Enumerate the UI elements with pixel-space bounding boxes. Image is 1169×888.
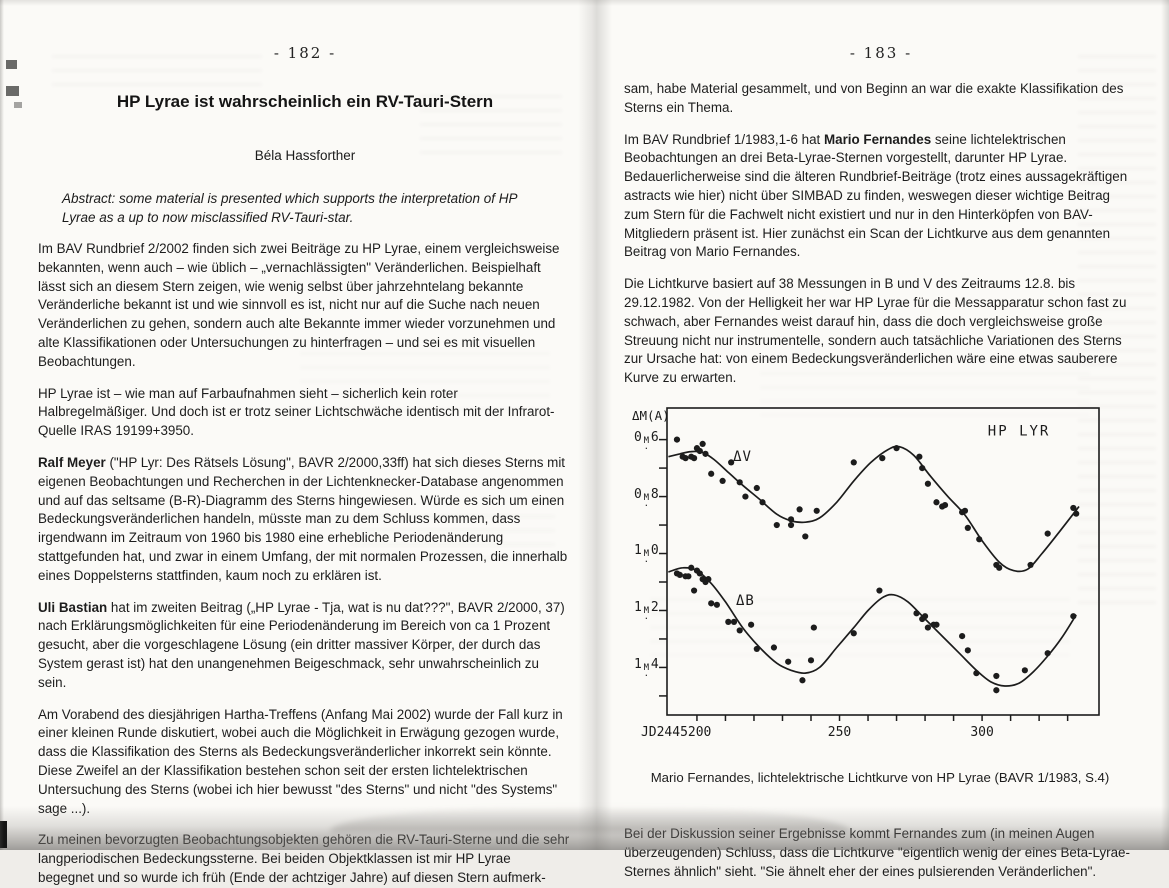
paragraph: Uli Bastian hat im zweiten Beitrag („HP … <box>38 599 570 693</box>
scan-shadow <box>0 806 1169 850</box>
paragraph-text: hat im zweiten Beitrag („HP Lyrae - Tja,… <box>38 599 565 690</box>
paragraph: Im BAV Rundbrief 1/1983,1-6 hat Mario Fe… <box>624 131 1136 263</box>
paragraph-text: Im BAV Rundbrief 1/1983,1-6 hat <box>624 131 824 147</box>
bold-author-ref: Ralf Meyer <box>38 454 106 470</box>
svg-text:HP LYR: HP LYR <box>988 423 1051 439</box>
page-number-left: - 182 - <box>273 44 337 62</box>
paragraph: Ralf Meyer ("HP Lyr: Des Rätsels Lösung"… <box>38 454 570 586</box>
bold-author-ref: Mario Fernandes <box>823 131 932 147</box>
bold-author-ref: Uli Bastian <box>38 599 108 615</box>
page-fold-shadow <box>578 0 612 850</box>
scan-speck <box>6 86 19 96</box>
page-182: - 182 - HP Lyrae ist wahrscheinlich ein … <box>38 0 572 885</box>
paragraph: Am Vorabend des diesjährigen Hartha-Tref… <box>38 706 563 816</box>
svg-text:ΔB: ΔB <box>736 593 755 609</box>
article-title: HP Lyrae ist wahrscheinlich ein RV-Tauri… <box>116 92 494 111</box>
author-name: Béla Hassforther <box>254 148 356 163</box>
paragraph: Die Lichtkurve basiert auf 38 Messungen … <box>624 276 1127 386</box>
figure-caption: Mario Fernandes, lichtelektrische Lichtk… <box>650 769 1110 785</box>
scan-edge-shadow <box>0 0 1169 6</box>
scan-speck <box>14 102 22 108</box>
scan-speck <box>6 60 17 69</box>
light-curve-plot: ΔV ΔB HP LYR <box>659 407 1100 721</box>
page-183: - 183 - sam, habe Material gesammelt, un… <box>624 0 1138 879</box>
paragraph: sam, habe Material gesammelt, und von Be… <box>624 81 1124 115</box>
paragraph: Im BAV Rundbrief 2/2002 finden sich zwei… <box>38 241 560 369</box>
scan-corner-mark <box>0 821 7 848</box>
scan-edge-shadow <box>0 0 4 850</box>
abstract-text: Abstract: some material is presented whi… <box>62 191 517 225</box>
page-number-right: - 183 - <box>849 44 913 62</box>
paragraph: HP Lyrae ist – wie man auf Farbaufnahmen… <box>38 385 555 439</box>
scan-edge-shadow <box>1161 0 1169 850</box>
paragraph-text: ("HP Lyr: Des Rätsels Lösung", BAVR 2/20… <box>38 454 568 583</box>
light-curve-chart: ΔV ΔB HP LYR 0 M. 6 0 M. 8 1 M. 0 1 M. 2 1 M. 4 JD2445200… <box>632 404 1110 754</box>
paragraph-text: seine lichtelektrischen Beobachtungen an… <box>624 131 1128 260</box>
svg-text:ΔV: ΔV <box>733 449 752 465</box>
